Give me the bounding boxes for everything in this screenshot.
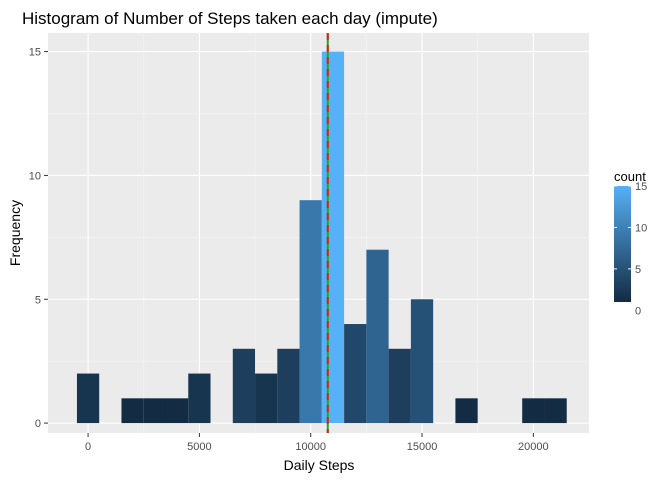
legend-colorbar (614, 186, 631, 302)
histogram-bar (143, 398, 166, 424)
legend-tick-label: 0 (635, 305, 641, 317)
y-tick-label: 0 (35, 418, 41, 430)
histogram-bar (388, 348, 411, 424)
histogram-bar (410, 299, 434, 424)
x-axis-label: Daily Steps (284, 457, 355, 473)
chart-title: Histogram of Number of Steps taken each … (22, 9, 438, 28)
x-tick-label: 0 (85, 441, 91, 453)
x-tick-label: 20000 (518, 441, 549, 453)
histogram-bar (544, 398, 567, 424)
y-tick-label: 5 (35, 294, 41, 306)
histogram-bar (232, 348, 256, 424)
histogram-bar (455, 398, 478, 424)
x-tick-label: 10000 (295, 441, 326, 453)
histogram-bar (121, 398, 144, 424)
histogram-bar (76, 373, 100, 424)
legend-tick-label: 5 (635, 264, 641, 276)
histogram-bars (76, 51, 567, 424)
histogram-bar (299, 200, 322, 424)
histogram-bar (255, 373, 278, 424)
histogram-bar (188, 373, 211, 424)
y-axis: 0 5 10 15 (29, 47, 48, 430)
histogram-bar (165, 398, 189, 424)
x-tick-label: 5000 (187, 441, 211, 453)
legend-title: count (614, 169, 646, 184)
y-axis-label: Frequency (7, 200, 23, 266)
x-tick-label: 15000 (407, 441, 438, 453)
y-tick-label: 15 (29, 47, 41, 59)
x-axis: 0 5000 10000 15000 20000 (85, 433, 549, 453)
histogram-bar (321, 51, 345, 424)
histogram-bar (344, 324, 367, 424)
legend-ticks: 0 5 10 15 (614, 181, 647, 317)
histogram-bar (277, 348, 300, 424)
y-tick-label: 10 (29, 170, 41, 182)
histogram-bar (366, 249, 389, 424)
histogram-bar (522, 398, 545, 424)
legend-tick-label: 10 (635, 222, 647, 234)
legend-tick-label: 15 (635, 181, 647, 193)
legend: count 0 5 10 15 (614, 169, 647, 317)
